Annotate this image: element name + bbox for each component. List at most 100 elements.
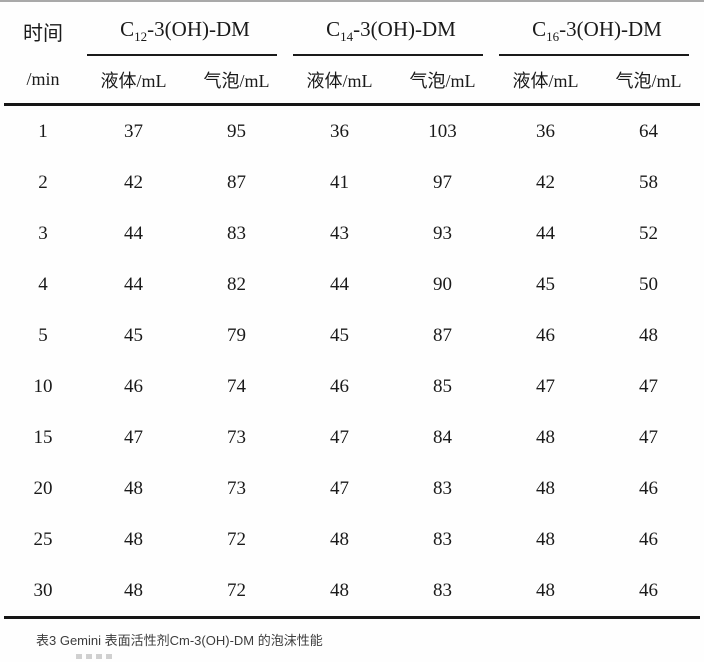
value-cell: 93	[433, 222, 452, 244]
value-cell: 42	[124, 171, 143, 193]
table-row: 15 47 73 47 84 48 47	[4, 412, 700, 463]
table-row: 1 37 95 36 103 36 64	[4, 106, 700, 157]
table-row: 5 45 79 45 87 46 48	[4, 310, 700, 361]
value-cell: 46	[639, 528, 658, 550]
table-header-group-row: 时间 C12-3(OH)-DM C14-3(OH)-DM C16-3(OH)-D…	[4, 6, 700, 56]
value-cell: 48	[124, 528, 143, 550]
time-cell: 5	[38, 324, 48, 346]
time-header-line2: /min	[26, 69, 60, 89]
value-cell: 97	[433, 171, 452, 193]
value-cell: 79	[227, 324, 246, 346]
value-cell: 48	[330, 579, 349, 601]
value-cell: 48	[639, 324, 658, 346]
table-row: 25 48 72 48 83 48 46	[4, 514, 700, 565]
group-midrule-c12	[87, 54, 277, 56]
time-cell: 15	[33, 426, 53, 448]
value-cell: 83	[433, 579, 452, 601]
value-cell: 84	[433, 426, 452, 448]
time-cell: 20	[33, 477, 53, 499]
value-cell: 46	[536, 324, 555, 346]
subheader-c16-liquid: 液体/mL	[512, 70, 579, 91]
group-header-c12: C12-3(OH)-DM	[82, 6, 288, 56]
table-row: 10 46 74 46 85 47 47	[4, 361, 700, 412]
value-cell: 44	[330, 273, 349, 295]
time-cell: 4	[38, 273, 48, 295]
value-cell: 58	[639, 171, 658, 193]
subheader-c12-foam: 气泡/mL	[203, 70, 270, 91]
time-cell: 3	[38, 222, 48, 244]
time-cell: 10	[33, 375, 53, 397]
group-header-c14-subscript: 14	[340, 29, 354, 45]
value-cell: 64	[639, 120, 658, 142]
value-cell: 48	[330, 528, 349, 550]
value-cell: 52	[639, 222, 658, 244]
value-cell: 47	[330, 426, 349, 448]
subheader-c14-liquid: 液体/mL	[306, 70, 373, 91]
table-row: 3 44 83 43 93 44 52	[4, 208, 700, 259]
value-cell: 103	[428, 120, 457, 142]
value-cell: 41	[330, 171, 349, 193]
value-cell: 83	[433, 477, 452, 499]
time-header-line1: 时间	[23, 22, 63, 45]
group-header-c12-suffix: -3(OH)-DM	[147, 17, 250, 41]
value-cell: 47	[639, 426, 658, 448]
table-row: 30 48 72 48 83 48 46	[4, 565, 700, 616]
group-midrule-c14	[293, 54, 483, 56]
value-cell: 48	[536, 426, 555, 448]
value-cell: 45	[536, 273, 555, 295]
group-header-c12-prefix: C	[120, 17, 135, 41]
top-crop-line	[0, 0, 704, 2]
clipped-text-fragment	[76, 654, 116, 659]
value-cell: 87	[227, 171, 246, 193]
table-body: 1 37 95 36 103 36 64 2 42 87 41 97 42 58…	[4, 106, 700, 616]
time-cell: 25	[33, 528, 53, 550]
value-cell: 42	[536, 171, 555, 193]
value-cell: 45	[330, 324, 349, 346]
value-cell: 48	[124, 477, 143, 499]
value-cell: 90	[433, 273, 452, 295]
value-cell: 44	[124, 273, 143, 295]
header-bottom-rule	[4, 103, 700, 106]
value-cell: 44	[124, 222, 143, 244]
value-cell: 46	[330, 375, 349, 397]
time-cell: 1	[38, 120, 48, 142]
value-cell: 83	[227, 222, 246, 244]
value-cell: 73	[227, 477, 246, 499]
foam-performance-table: 时间 C12-3(OH)-DM C14-3(OH)-DM C16-3(OH)-D…	[4, 6, 700, 619]
value-cell: 95	[227, 120, 246, 142]
value-cell: 46	[124, 375, 143, 397]
value-cell: 73	[227, 426, 246, 448]
value-cell: 44	[536, 222, 555, 244]
group-header-c16-suffix: -3(OH)-DM	[559, 17, 662, 41]
value-cell: 36	[330, 120, 349, 142]
group-header-c12-subscript: 12	[134, 29, 148, 45]
value-cell: 37	[124, 120, 143, 142]
group-header-c16: C16-3(OH)-DM	[494, 6, 700, 56]
value-cell: 47	[536, 375, 555, 397]
value-cell: 87	[433, 324, 452, 346]
value-cell: 48	[536, 579, 555, 601]
value-cell: 72	[227, 528, 246, 550]
table-row: 20 48 73 47 83 48 46	[4, 463, 700, 514]
subheader-c14-foam: 气泡/mL	[409, 70, 476, 91]
value-cell: 72	[227, 579, 246, 601]
subheader-c12-liquid: 液体/mL	[100, 70, 167, 91]
value-cell: 45	[124, 324, 143, 346]
time-cell: 2	[38, 171, 48, 193]
value-cell: 48	[124, 579, 143, 601]
table-row: 2 42 87 41 97 42 58	[4, 157, 700, 208]
group-header-c16-subscript: 16	[546, 29, 560, 45]
group-header-c14-suffix: -3(OH)-DM	[353, 17, 456, 41]
value-cell: 46	[639, 477, 658, 499]
table-bottom-rule	[4, 616, 700, 619]
time-cell: 30	[33, 579, 53, 601]
value-cell: 48	[536, 477, 555, 499]
value-cell: 82	[227, 273, 246, 295]
value-cell: 43	[330, 222, 349, 244]
table-row: 4 44 82 44 90 45 50	[4, 259, 700, 310]
table-caption: 表3 Gemini 表面活性剂Cm-3(OH)-DM 的泡沫性能	[36, 633, 323, 648]
value-cell: 47	[124, 426, 143, 448]
value-cell: 46	[639, 579, 658, 601]
group-header-c14-prefix: C	[326, 17, 341, 41]
